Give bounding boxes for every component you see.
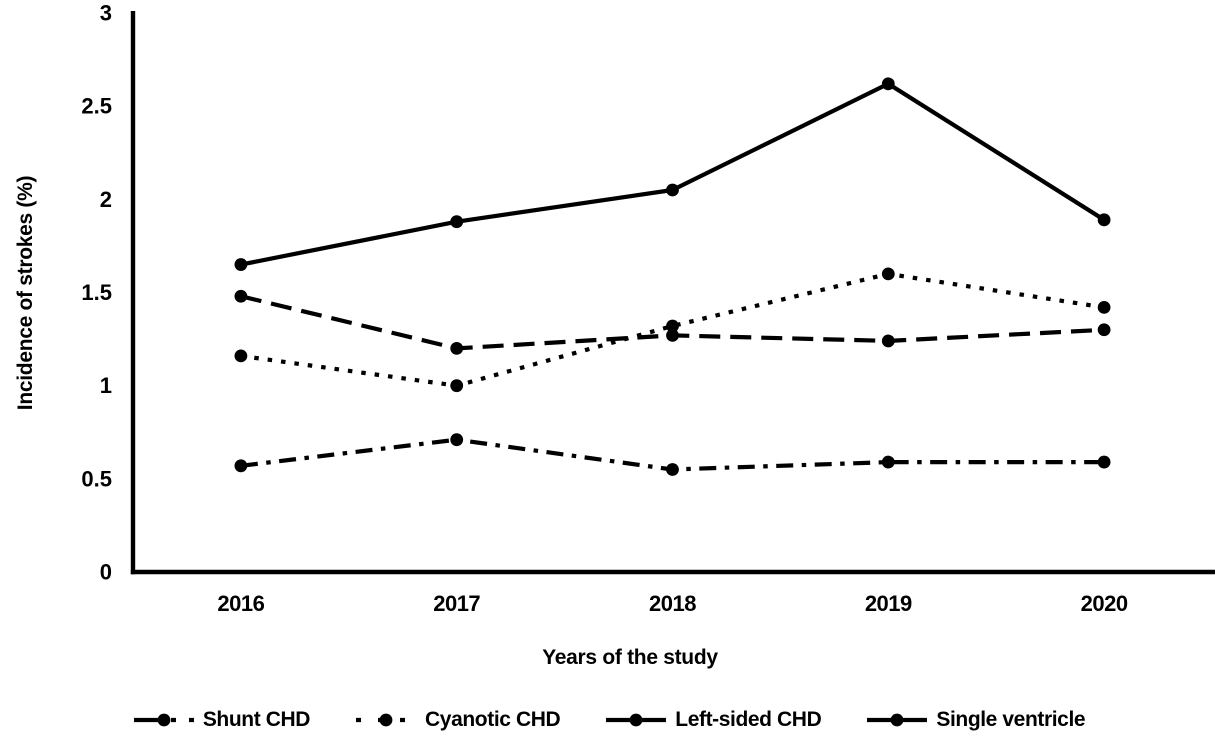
- chart-legend: Shunt CHD Cyanotic CHD Left-sided CHD Singl…: [0, 676, 1217, 748]
- data-point-marker: [450, 215, 464, 229]
- data-point-marker: [666, 328, 679, 342]
- legend-item-left-sided-chd: Left-sided CHD: [604, 708, 822, 732]
- data-point-marker: [234, 459, 248, 473]
- y-axis-title: Incidence of strokes (%): [14, 176, 37, 410]
- y-tick-label: 0.5: [81, 466, 112, 491]
- y-tick-label: 1: [100, 373, 112, 398]
- legend-item-single-ventricle: Single ventricle: [865, 708, 1086, 732]
- legend-line-sample: [867, 713, 928, 727]
- data-point-marker: [881, 455, 895, 469]
- data-point-marker: [450, 379, 464, 393]
- data-point-marker: [234, 289, 248, 303]
- legend-label: Shunt CHD: [202, 708, 311, 731]
- legend-label: Single ventricle: [936, 708, 1086, 731]
- x-tick-label: 2018: [649, 591, 696, 616]
- legend-sample-marker: [379, 713, 393, 727]
- data-point-marker: [666, 319, 679, 333]
- data-point-marker: [666, 463, 679, 476]
- y-tick-label: 3: [100, 1, 112, 26]
- x-tick-label: 2016: [217, 591, 264, 616]
- legend-sample-marker: [890, 713, 904, 727]
- legend-item-cyanotic-chd: Cyanotic CHD: [354, 708, 561, 732]
- legend-line-sample: [356, 713, 417, 727]
- legend-label: Cyanotic CHD: [425, 708, 561, 731]
- legend-label: Left-sided CHD: [675, 708, 822, 731]
- data-point-marker: [881, 77, 895, 91]
- data-point-marker: [450, 342, 464, 355]
- legend-item-shunt-chd: Shunt CHD: [132, 708, 310, 732]
- y-tick-label: 0: [100, 560, 112, 585]
- data-point-marker: [666, 183, 679, 197]
- y-tick-label: 1.5: [81, 280, 112, 305]
- legend-line-sample: [606, 713, 667, 727]
- x-tick-label: 2020: [1081, 591, 1128, 616]
- x-axis-title: Years of the study: [542, 646, 718, 669]
- chart-plot-area: 0 0.5 1 1.5 2 2.5 3 2016 2017 2018 2019 2020 Incide…: [14, 1, 1215, 669]
- legend-sample-marker: [629, 713, 643, 727]
- legend-line-sample: [133, 713, 194, 727]
- y-tick-label: 2: [100, 187, 112, 212]
- data-point-marker: [1097, 301, 1111, 314]
- y-tick-label: 2.5: [81, 94, 112, 119]
- data-point-marker: [1097, 455, 1111, 469]
- data-point-marker: [450, 433, 464, 447]
- x-tick-label: 2017: [433, 591, 480, 616]
- data-point-marker: [1097, 323, 1111, 337]
- data-point-marker: [881, 334, 895, 348]
- legend-sample-marker: [157, 713, 171, 727]
- data-point-marker: [234, 349, 248, 363]
- data-point-marker: [234, 258, 248, 271]
- x-tick-label: 2019: [865, 591, 912, 616]
- data-point-marker: [881, 267, 895, 281]
- data-point-marker: [1097, 213, 1111, 227]
- series-line-single-ventricle: [240, 81, 1106, 267]
